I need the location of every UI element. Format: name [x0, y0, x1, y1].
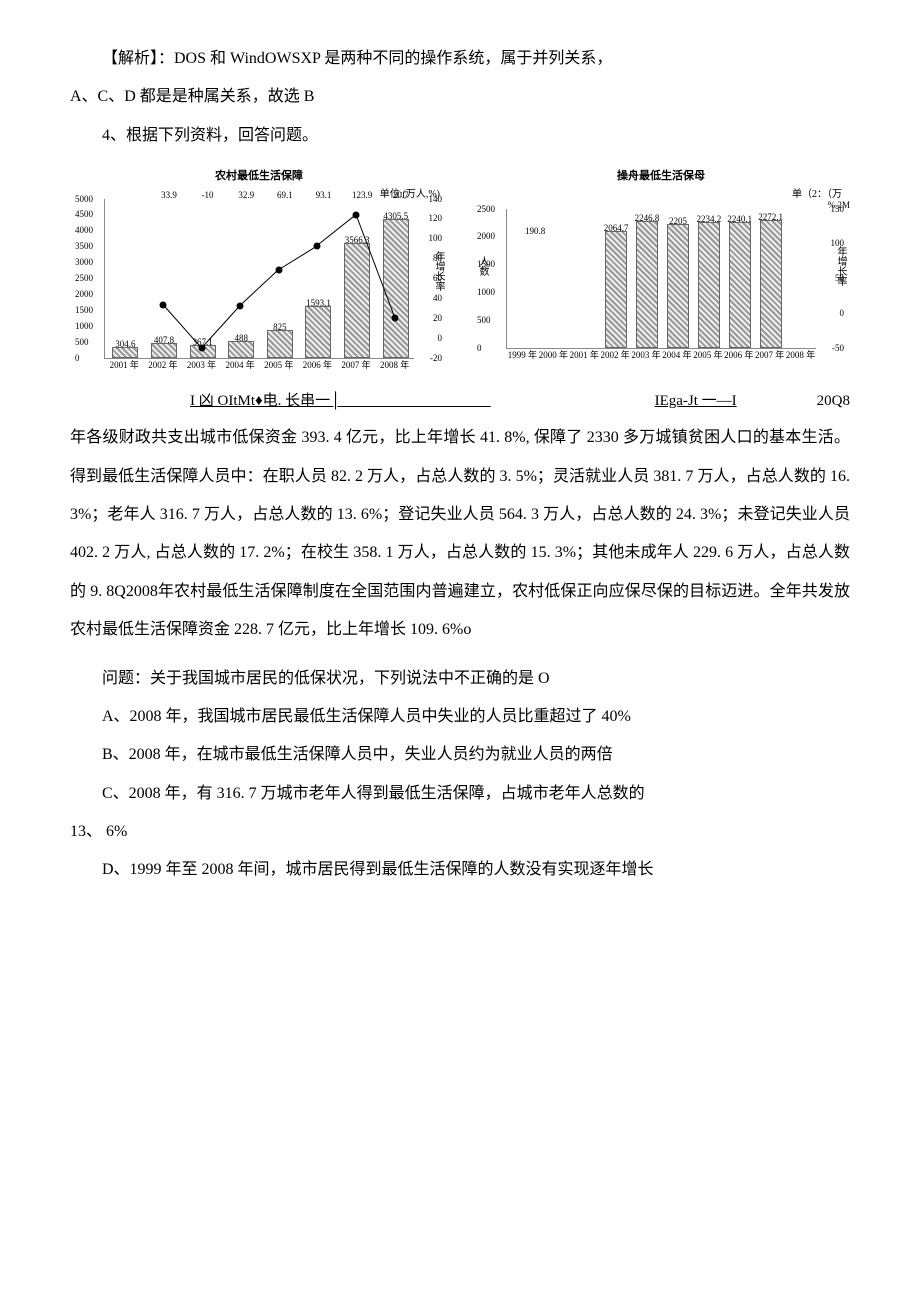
line-value: 32.9 — [238, 185, 254, 301]
bar: 2205 — [667, 224, 689, 349]
y-tick-right: 50 — [835, 268, 844, 290]
x-tick: 2002 年 — [148, 355, 177, 377]
bar-value: 2272.1 — [758, 207, 783, 229]
chart-rural: 农村最低生活保障 单位:(万人,%) 年增长率 0500100015002000… — [70, 161, 448, 381]
line-value: 69.1 — [277, 185, 293, 265]
y-tick-right: 80 — [433, 248, 442, 270]
line-value: 123.9 — [352, 185, 372, 211]
x-tick: 2008 年 — [786, 345, 815, 367]
chart-rural-plot: 0500100015002000250030003500400045005000… — [104, 199, 414, 359]
under-right-text: IEga-Jt 一—I — [655, 383, 737, 419]
x-tick: 2007 年 — [341, 355, 370, 377]
question-text: 问题：关于我国城市居民的低保状况，下列说法中不正确的是 O — [70, 660, 850, 698]
y-tick-right: -50 — [832, 337, 844, 359]
bar: 3566.3 — [344, 243, 370, 358]
under-trail: 20Q8 — [817, 383, 850, 419]
y-tick-right: 20 — [433, 308, 442, 330]
x-tick: 2001 年 — [570, 345, 599, 367]
y-tick-right: -20 — [430, 347, 442, 369]
x-tick: 2008 年 — [380, 355, 409, 377]
y-tick: 1500 — [477, 254, 495, 276]
y-tick-right: 40 — [433, 288, 442, 310]
line-point — [391, 314, 398, 321]
x-tick: 2003 年 — [187, 355, 216, 377]
chart-urban-plot: 05001000150020002500-500501001501999 年20… — [506, 209, 816, 349]
bar: 2234.2 — [698, 222, 720, 348]
option-a: A、2008 年，我国城市居民最低生活保障人员中失业的人员比重超过了 40% — [70, 698, 850, 736]
bar: 1593.1 — [305, 306, 331, 359]
x-tick: 2005 年 — [693, 345, 722, 367]
y-tick-right: 120 — [429, 208, 443, 230]
body-paragraph: 年各级财政共支出城市低保资金 393. 4 亿元，比上年增长 41. 8%, 保… — [70, 419, 850, 649]
y-tick-right: 100 — [831, 233, 845, 255]
bar-value: 304.6 — [115, 334, 135, 356]
line-value: 33.9 — [161, 185, 177, 300]
chart-urban-title: 操舟最低生活保母 — [617, 163, 705, 189]
option-c-line2: 13、 6% — [70, 813, 850, 851]
option-b: B、2008 年，在城市最低生活保障人员中，失业人员约为就业人员的两倍 — [70, 736, 850, 774]
x-tick: 2006 年 — [303, 355, 332, 377]
bar: 2240.1 — [729, 222, 751, 349]
y-tick-right: 60 — [433, 268, 442, 290]
y-tick-right: 0 — [840, 303, 845, 325]
option-d: D、1999 年至 2008 年间，城市居民得到最低生活保障的人数没有实现逐年增… — [70, 851, 850, 889]
analysis-line-2: A、C、D 都是是种属关系，故选 B — [70, 78, 850, 116]
x-tick: 2001 年 — [110, 355, 139, 377]
bar: 2246.8 — [636, 221, 658, 348]
bar: 2064.7 — [605, 231, 627, 348]
bar-value: 1593.1 — [306, 293, 331, 315]
stray-value: 190.8 — [525, 221, 545, 243]
bar-value: 2205 — [669, 211, 687, 233]
line-value: 93.1 — [316, 185, 332, 242]
y-tick: 2500 — [477, 198, 495, 220]
charts-row: 农村最低生活保障 单位:(万人,%) 年增长率 0500100015002000… — [70, 161, 850, 381]
x-tick: 2000 年 — [539, 345, 568, 367]
x-tick: 1999 年 — [508, 345, 537, 367]
under-left-text: I 凶 OItMt♦电. 长串一│ — [190, 383, 341, 419]
x-tick: 2002 年 — [601, 345, 630, 367]
x-tick: 2004 年 — [226, 355, 255, 377]
line-value: 20.7 — [393, 185, 409, 314]
bar-value: 2064.7 — [604, 218, 629, 240]
y-tick: 2000 — [477, 226, 495, 248]
option-c-line1: C、2008 年，有 316. 7 万城市老年人得到最低生活保障，占城市老年人总… — [70, 775, 850, 813]
x-tick: 2005 年 — [264, 355, 293, 377]
bar-value: 2234.2 — [696, 209, 721, 231]
bar: 2272.1 — [760, 220, 782, 348]
under-charts-row: I 凶 OItMt♦电. 长串一│ IEga-Jt 一—I 20Q8 — [70, 383, 850, 419]
bar-value: 407.8 — [154, 330, 174, 352]
y-tick: 5000 — [75, 188, 93, 210]
stray-value: % 2M — [828, 195, 850, 217]
analysis-line-1: 【解析】：DOS 和 WindOWSXP 是两种不同的操作系统，属于并列关系， — [70, 40, 850, 78]
under-spacer — [341, 383, 655, 419]
y-tick-right: 140 — [429, 188, 443, 210]
y-tick-right: 100 — [429, 228, 443, 250]
bar-value: 2246.8 — [635, 208, 660, 230]
y-tick: 0 — [477, 337, 482, 359]
bar-value: 825 — [273, 317, 287, 339]
x-tick: 2007 年 — [755, 345, 784, 367]
y-tick: 500 — [477, 310, 491, 332]
q4-intro: 4、根据下列资料，回答问题。 — [70, 117, 850, 155]
x-tick: 2003 年 — [631, 345, 660, 367]
x-tick: 2006 年 — [724, 345, 753, 367]
x-tick: 2004 年 — [662, 345, 691, 367]
line-value: -10 — [202, 185, 214, 344]
chart-urban: 操舟最低生活保母 单（2：（万 人数 年增长率 0500100015002000… — [472, 161, 850, 371]
y-tick: 1000 — [477, 282, 495, 304]
y-tick-right: 0 — [438, 328, 443, 350]
bar-value: 2240.1 — [727, 209, 752, 231]
bar-value: 488 — [234, 328, 248, 350]
